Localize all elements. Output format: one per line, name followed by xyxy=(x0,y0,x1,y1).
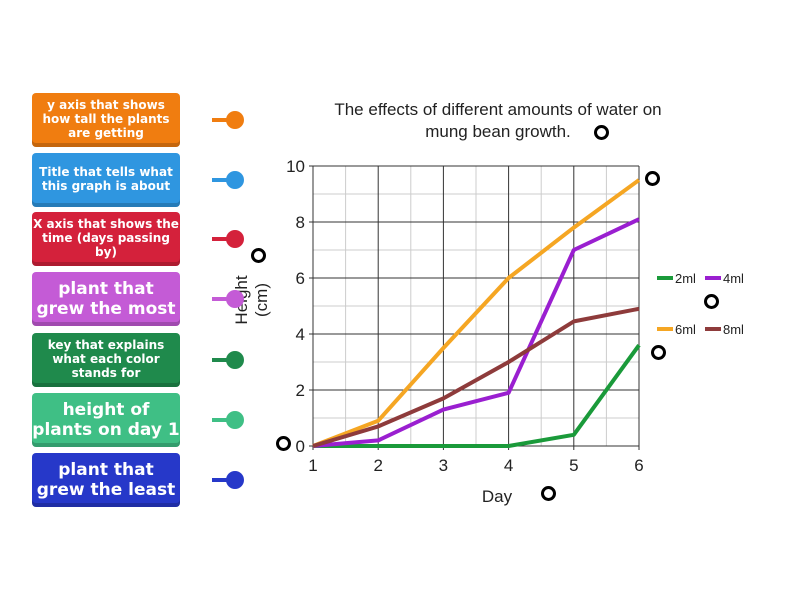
x-tick-label: 5 xyxy=(569,456,578,475)
chart-title: The effects of different amounts of wate… xyxy=(334,100,661,119)
label-text: plant that grew the most xyxy=(36,278,176,319)
x-tick-label: 4 xyxy=(504,456,513,475)
legend-label: 2ml xyxy=(675,271,696,286)
drop-target-title[interactable] xyxy=(594,125,609,140)
legend-label: 8ml xyxy=(723,322,744,337)
connector xyxy=(212,237,232,241)
draggable-label[interactable]: plant that grew the least xyxy=(32,453,244,507)
connector xyxy=(212,358,232,362)
drop-target-day1[interactable] xyxy=(276,436,291,451)
draggable-label[interactable]: y axis that shows how tall the plants ar… xyxy=(32,93,244,147)
connector xyxy=(212,297,232,301)
connector-dot[interactable] xyxy=(226,111,244,129)
x-tick-label: 1 xyxy=(308,456,317,475)
draggable-label[interactable]: height of plants on day 1 xyxy=(32,393,244,447)
draggable-label[interactable]: key that explains what each color stands… xyxy=(32,333,244,387)
connector xyxy=(212,178,232,182)
label-text: X axis that shows the time (days passing… xyxy=(33,217,179,259)
y-tick-label: 4 xyxy=(296,325,305,344)
label-text: y axis that shows how tall the plants ar… xyxy=(42,98,170,140)
draggable-label[interactable]: X axis that shows the time (days passing… xyxy=(32,212,244,266)
x-tick-label: 6 xyxy=(634,456,643,475)
drop-target-top-line[interactable] xyxy=(645,171,660,186)
y-tick-label: 8 xyxy=(296,213,305,232)
label-text: key that explains what each color stands… xyxy=(47,338,165,380)
drop-target-bottom-line[interactable] xyxy=(651,345,666,360)
drop-target-x-axis[interactable] xyxy=(541,486,556,501)
series-line-8ml xyxy=(312,306,640,448)
y-axis-label: (cm) xyxy=(252,283,271,317)
connector xyxy=(212,418,232,422)
connector-dot[interactable] xyxy=(226,351,244,369)
connector-dot[interactable] xyxy=(226,171,244,189)
label-text: plant that grew the least xyxy=(36,459,176,500)
chart-title: mung bean growth. xyxy=(425,122,571,141)
x-tick-label: 2 xyxy=(373,456,382,475)
label-text: height of plants on day 1 xyxy=(32,399,180,440)
label-text: Title that tells what this graph is abou… xyxy=(39,165,173,193)
drop-target-y-axis[interactable] xyxy=(251,248,266,263)
draggable-label[interactable]: Title that tells what this graph is abou… xyxy=(32,153,244,207)
draggable-label[interactable]: plant that grew the most xyxy=(32,272,244,326)
connector-dot[interactable] xyxy=(226,230,244,248)
connector-dot[interactable] xyxy=(226,411,244,429)
series-line-6ml xyxy=(312,178,641,448)
connector xyxy=(212,478,232,482)
x-tick-label: 3 xyxy=(439,456,448,475)
legend-label: 6ml xyxy=(675,322,696,337)
connector-dot[interactable] xyxy=(226,471,244,489)
y-tick-label: 6 xyxy=(296,269,305,288)
x-axis-label: Day xyxy=(482,487,513,506)
series-line-4ml xyxy=(312,217,640,448)
drop-target-key[interactable] xyxy=(704,294,719,309)
connector xyxy=(212,118,232,122)
y-tick-label: 10 xyxy=(286,157,305,176)
series-line-2ml xyxy=(313,344,641,448)
y-tick-label: 2 xyxy=(296,381,305,400)
y-tick-label: 0 xyxy=(296,437,305,456)
connector-dot[interactable] xyxy=(226,290,244,308)
legend-label: 4ml xyxy=(723,271,744,286)
